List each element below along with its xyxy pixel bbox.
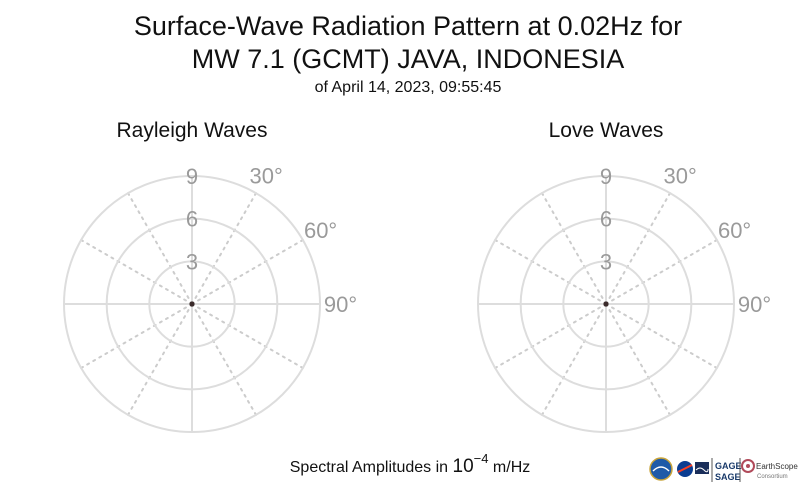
- nasa-logo-icon: [677, 461, 693, 477]
- grid-spoke-dotted: [191, 192, 257, 305]
- data-point: [189, 301, 195, 307]
- radial-tick-label: 9: [600, 164, 612, 189]
- grid-spoke-dotted: [80, 239, 193, 305]
- grid-spoke-dotted: [127, 192, 193, 305]
- grid-ring-9: [63, 175, 321, 433]
- spectral-amplitude-caption: Spectral Amplitudes in 10−4 m/Hz: [290, 451, 531, 477]
- radial-tick-label: 3: [600, 249, 612, 274]
- grid-spoke-dotted: [191, 303, 257, 416]
- grid-ring-3: [562, 260, 650, 348]
- grid-spoke-dotted: [541, 192, 607, 305]
- radial-tick-label: 6: [186, 207, 198, 232]
- angular-tick-label: 60°: [718, 218, 751, 243]
- consortium-logo-text: Consortium: [757, 474, 788, 480]
- usgs-logo-icon: [695, 462, 709, 474]
- angular-tick-label: 90°: [738, 292, 771, 317]
- grid-spoke-dotted: [605, 192, 671, 305]
- caption-unit: m/Hz: [488, 459, 530, 476]
- grid-spoke-dotted: [191, 303, 304, 369]
- grid-spoke-dotted: [541, 303, 607, 416]
- grid-ring-6: [105, 217, 279, 391]
- grid-ring-6: [519, 217, 693, 391]
- angular-tick-label: 30°: [250, 163, 283, 188]
- grid-spoke-dotted: [191, 239, 304, 305]
- grid-ring-9: [477, 175, 735, 433]
- sponsor-logos: GAGE SAGE EarthScope Consortium: [649, 457, 798, 482]
- figure-subtitle: of April 14, 2023, 09:55:45: [315, 79, 502, 96]
- grid-spoke-dotted: [494, 239, 607, 305]
- grid-spoke-dotted: [80, 303, 193, 369]
- angular-tick-label: 90°: [324, 292, 357, 317]
- figure-title-line2: MW 7.1 (GCMT) JAVA, INDONESIA: [192, 44, 625, 74]
- grid-spoke-dotted: [494, 303, 607, 369]
- nsf-logo-icon: [649, 457, 673, 481]
- radial-tick-label: 3: [186, 249, 198, 274]
- panel-title: Rayleigh Waves: [117, 119, 268, 142]
- angular-tick-label: 30°: [664, 163, 697, 188]
- earthscope-logo-text: EarthScope: [756, 462, 798, 471]
- grid-ring-3: [148, 260, 236, 348]
- panel-title: Love Waves: [549, 119, 664, 142]
- grid-spoke-dotted: [605, 303, 718, 369]
- radial-tick-label: 9: [186, 164, 198, 189]
- caption-base: 10: [453, 456, 474, 477]
- caption-exponent: −4: [474, 451, 489, 466]
- earthscope-logo-icon: [741, 459, 755, 473]
- radial-tick-label: 6: [600, 207, 612, 232]
- gage-logo-text: GAGE: [715, 461, 742, 471]
- rayleigh-polar-chart: Rayleigh Waves 3 6 9 30° 60° 90°: [63, 119, 357, 433]
- caption-prefix: Spectral Amplitudes in: [290, 459, 453, 476]
- data-point: [603, 301, 609, 307]
- grid-spoke-dotted: [127, 303, 193, 416]
- angular-tick-label: 60°: [304, 218, 337, 243]
- sage-logo-text: SAGE: [715, 472, 741, 482]
- figure-title-line1: Surface-Wave Radiation Pattern at 0.02Hz…: [134, 11, 682, 41]
- grid-spoke-dotted: [605, 239, 718, 305]
- grid-spoke-dotted: [605, 303, 671, 416]
- love-polar-chart: Love Waves 3 6 9 30° 60° 90°: [477, 119, 771, 433]
